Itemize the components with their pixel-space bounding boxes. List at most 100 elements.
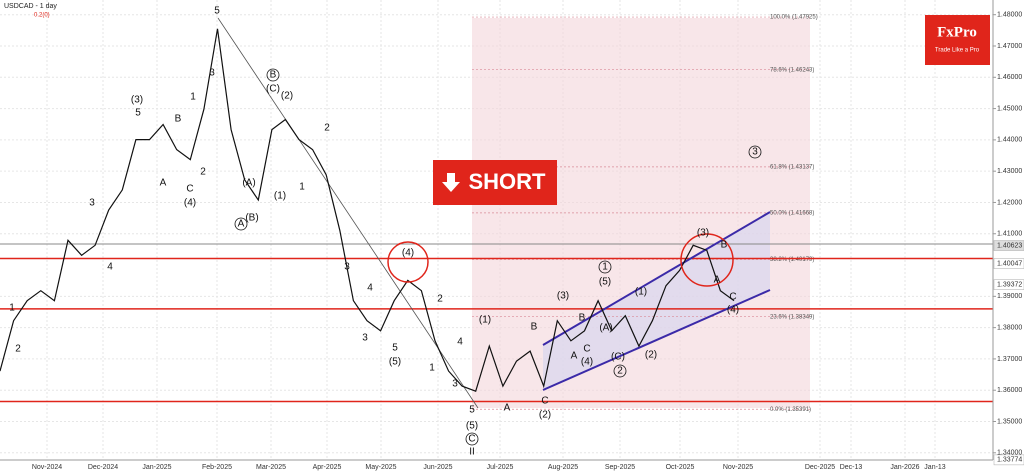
y-tick-label: 1.45000: [997, 105, 1022, 112]
wave-label: A: [571, 351, 578, 362]
wave-label: B: [270, 70, 277, 81]
y-tick-label: 1.44000: [997, 137, 1022, 144]
wave-label: 1: [9, 303, 15, 314]
y-tick-label: 1.41000: [997, 231, 1022, 238]
wave-label: B: [579, 313, 586, 324]
wave-label: 1: [429, 363, 435, 374]
wave-circle: [748, 145, 762, 159]
wave-label: B: [721, 240, 728, 251]
fib-label: 38.2% (1.40179): [770, 257, 814, 263]
wave-label: 3: [89, 198, 95, 209]
y-tick-label: 1.46000: [997, 74, 1022, 81]
wave-label: 3: [452, 379, 458, 390]
axes: 1.48000 1.47000 1.46000 1.45000 1.44000 1.430…: [32, 12, 1024, 471]
levels: 100.0% (1.47925) 78.6% (1.46243) 61.8% (1.…: [0, 15, 993, 413]
wave-label: 4: [457, 337, 463, 348]
channel-top: [542, 211, 771, 346]
wave-label: (1): [635, 287, 647, 298]
short-banner: SHORT: [433, 160, 557, 205]
wave-label: C: [729, 292, 736, 303]
chart-title: USDCAD - 1 day: [4, 3, 57, 10]
y-axis-panel: [993, 0, 1024, 474]
wave-label: 4: [107, 262, 113, 273]
y-tick-label: 1.48000: [997, 12, 1022, 19]
fib-label: 78.6% (1.46243): [770, 67, 814, 73]
wave-label: 5: [392, 343, 398, 354]
wave-circle: [598, 260, 612, 274]
wave-label: (3): [557, 291, 569, 302]
wave-label: 5: [469, 405, 475, 416]
wave-label: C: [186, 184, 193, 195]
wave-label: C: [468, 434, 475, 445]
wave-label: 5: [135, 108, 141, 119]
price-tag-label: 1.33774: [997, 457, 1022, 464]
fib-label: 100.0% (1.47925): [770, 15, 818, 21]
wave-label: 5: [214, 6, 220, 17]
wave-label: B: [531, 322, 538, 333]
x-tick-label: Apr-2025: [313, 464, 342, 471]
x-tick-label: Jan-2025: [142, 464, 171, 471]
highlight-circle: [387, 241, 429, 283]
price-tag-label: 1.40623: [997, 242, 1022, 249]
y-tick-label: 1.38000: [997, 324, 1022, 331]
wave-label: C: [583, 344, 590, 355]
wave-label: (2): [645, 350, 657, 361]
y-tick-label: 1.37000: [997, 356, 1022, 363]
price-tag: [993, 258, 1024, 269]
banner-text: SHORT: [469, 169, 547, 194]
wave-label: II: [469, 447, 475, 458]
wave-circle: [266, 68, 280, 82]
brand-name: FxPro: [937, 24, 977, 40]
price: [0, 28, 735, 392]
brand-box: [925, 15, 990, 65]
trend-line: [217, 17, 479, 409]
wave-label: (C): [266, 84, 280, 95]
wave-label: 1: [299, 182, 305, 193]
wave-label: (2): [281, 91, 293, 102]
wave-label: (B): [245, 213, 258, 224]
y-tick-label: 1.42000: [997, 199, 1022, 206]
wave-label: (5): [466, 421, 478, 432]
wave-label: 3: [344, 262, 350, 273]
x-tick-label: Jan-13: [924, 464, 946, 471]
channel-bottom: [542, 289, 771, 391]
x-tick-label: Dec-13: [840, 464, 863, 471]
x-tick-label: Nov-2024: [32, 464, 62, 471]
y-tick-label: 1.47000: [997, 43, 1022, 50]
wave-label: 3: [209, 68, 215, 79]
channel-fill: [543, 212, 770, 390]
wave-circle: [234, 217, 248, 231]
price-line: [0, 28, 735, 392]
y-tick-label: 1.34000: [997, 450, 1022, 457]
y-tick-label: 1.36000: [997, 387, 1022, 394]
down-arrow: [442, 173, 460, 192]
x-tick-label: Dec-2024: [88, 464, 118, 471]
brand-tagline: Trade Like a Pro: [935, 48, 980, 54]
wave-label: 2: [200, 167, 206, 178]
chart-subtitle: 0.2(0): [34, 13, 50, 19]
wave-label: A: [238, 219, 245, 230]
wave-label: (C): [611, 352, 625, 363]
price-tag: [993, 240, 1024, 251]
wave-label: A: [504, 403, 511, 414]
wave-label: (5): [389, 357, 401, 368]
wave-circle: [613, 364, 627, 378]
wave-label: B: [175, 114, 182, 125]
fib-label: 61.8% (1.43137): [770, 164, 814, 170]
wave-label: (1): [274, 191, 286, 202]
wave-label: (A): [242, 178, 255, 189]
fib-label: 0.0% (1.35391): [770, 407, 811, 413]
wave-label: 1: [190, 92, 196, 103]
wave-label: (4): [581, 357, 593, 368]
price-tag-label: 1.40047: [997, 260, 1022, 267]
wave-label: 2: [617, 366, 623, 377]
wave-label: 3: [752, 147, 758, 158]
x-axis-panel: [0, 460, 1024, 474]
wave-label: (3): [697, 228, 709, 239]
x-tick-label: Nov-2025: [723, 464, 753, 471]
brand: FxPro Trade Like a Pro: [925, 15, 990, 65]
wave-label: 4: [367, 283, 373, 294]
wave-label: (1): [479, 315, 491, 326]
x-tick-label: Mar-2025: [256, 464, 286, 471]
x-tick-label: Aug-2025: [548, 464, 578, 471]
